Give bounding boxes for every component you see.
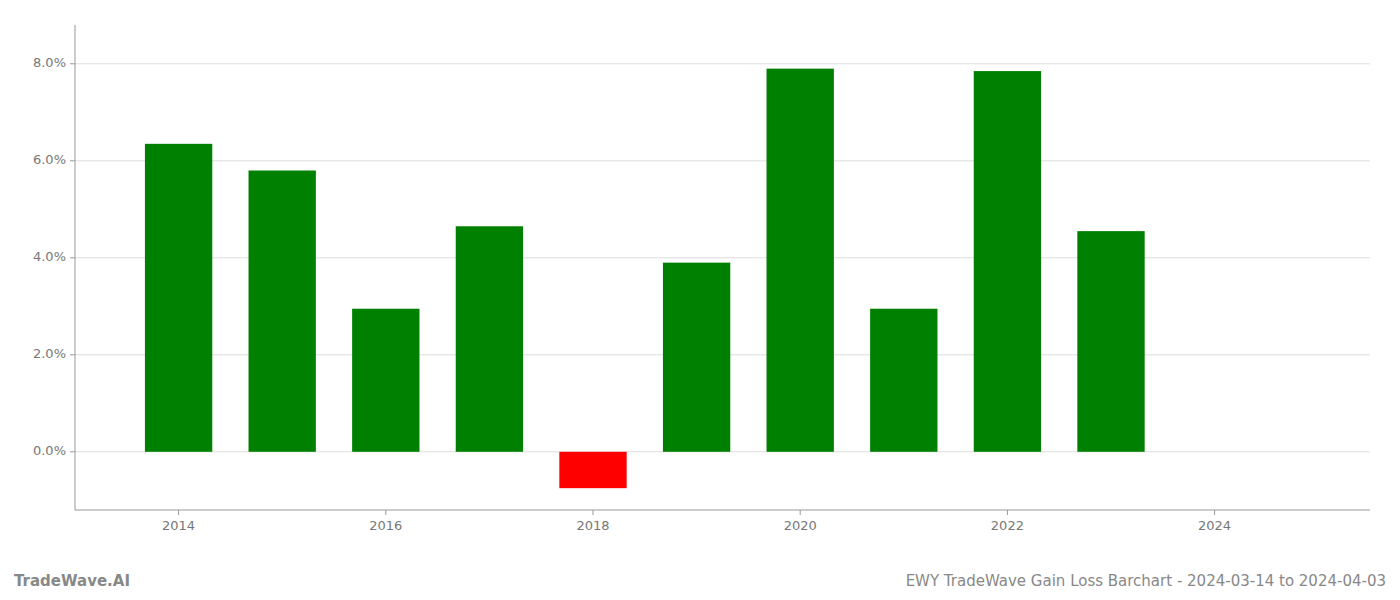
watermark: TradeWave.AI: [14, 572, 130, 590]
x-tick-label: 2016: [369, 518, 402, 533]
y-tick-label: 0.0%: [33, 443, 66, 458]
x-tick: [800, 510, 801, 515]
y-axis-line: [75, 25, 76, 510]
bar: [767, 69, 834, 452]
y-axis: 0.0% 2.0% 4.0% 6.0% 8.0%: [33, 25, 75, 510]
grid-line: [75, 160, 1370, 161]
bars: [145, 69, 1145, 489]
x-tick-label: 2014: [162, 518, 195, 533]
bar: [559, 452, 626, 488]
title: EWY TradeWave Gain Loss Barchart - 2024-…: [906, 572, 1386, 590]
chart-container: 0.0% 2.0% 4.0% 6.0% 8.0% 2014 2016 2018 2020 2022…: [0, 0, 1400, 600]
bar: [456, 226, 523, 452]
y-tick: [70, 257, 75, 258]
x-tick: [593, 510, 594, 515]
bar: [352, 309, 419, 452]
grid-line: [75, 63, 1370, 64]
bar: [249, 171, 316, 452]
y-tick-label: 6.0%: [33, 152, 66, 167]
x-tick-label: 2022: [991, 518, 1024, 533]
bar: [145, 144, 212, 452]
chart: 0.0% 2.0% 4.0% 6.0% 8.0% 2014 2016 2018 2020 2022…: [0, 0, 1400, 600]
bar: [870, 309, 937, 452]
x-tick-label: 2018: [576, 518, 609, 533]
y-tick: [70, 354, 75, 355]
y-tick-label: 4.0%: [33, 249, 66, 264]
bar: [1077, 231, 1144, 452]
x-axis-line: [75, 510, 1370, 511]
y-tick: [70, 160, 75, 161]
x-axis: 2014 2016 2018 2020 2022 2024: [75, 510, 1370, 533]
y-tick-label: 8.0%: [33, 55, 66, 70]
x-tick: [1007, 510, 1008, 515]
y-tick-label: 2.0%: [33, 346, 66, 361]
y-tick: [70, 451, 75, 452]
grid: [75, 64, 1370, 452]
y-tick: [70, 63, 75, 64]
x-tick: [385, 510, 386, 515]
x-tick-label: 2020: [784, 518, 817, 533]
x-tick: [1214, 510, 1215, 515]
bar: [663, 263, 730, 452]
x-tick: [178, 510, 179, 515]
bar: [974, 71, 1041, 452]
x-tick-label: 2024: [1198, 518, 1231, 533]
